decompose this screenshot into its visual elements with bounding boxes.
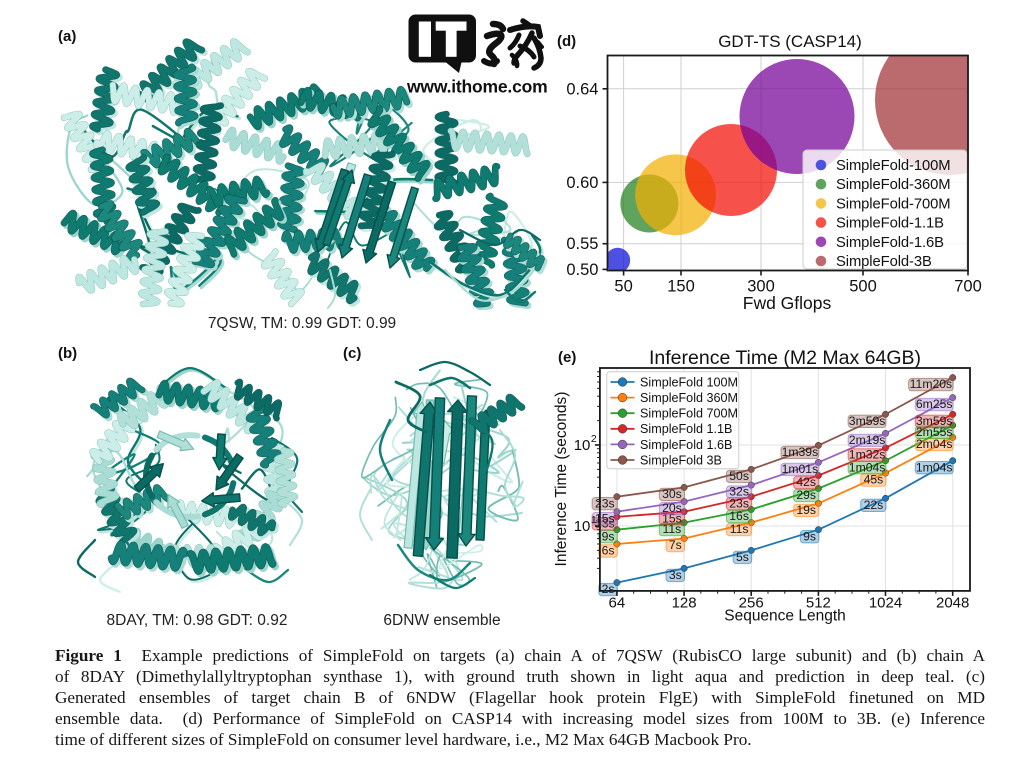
svg-text:GDT-TS (CASP14): GDT-TS (CASP14): [718, 32, 862, 51]
svg-text:29s: 29s: [796, 488, 816, 502]
svg-text:(d): (d): [557, 33, 576, 50]
svg-text:2m55s: 2m55s: [916, 425, 953, 439]
svg-text:9s: 9s: [602, 529, 615, 543]
svg-text:700: 700: [954, 278, 982, 296]
svg-text:256: 256: [739, 594, 764, 611]
svg-text:www.ithome.com: www.ithome.com: [406, 77, 547, 97]
svg-text:9s: 9s: [803, 529, 816, 543]
svg-text:SimpleFold-1.1B: SimpleFold-1.1B: [836, 216, 944, 232]
svg-text:SimpleFold 700M: SimpleFold 700M: [640, 407, 738, 421]
svg-text:1m04s: 1m04s: [916, 460, 953, 474]
svg-text:3m59s: 3m59s: [849, 414, 886, 428]
svg-text:SimpleFold-3B: SimpleFold-3B: [836, 254, 932, 270]
svg-text:8DAY, TM: 0.98 GDT: 0.92: 8DAY, TM: 0.98 GDT: 0.92: [107, 612, 288, 629]
svg-text:2048: 2048: [936, 594, 969, 611]
svg-text:0.60: 0.60: [566, 174, 598, 192]
svg-text:19s: 19s: [796, 503, 816, 517]
svg-text:SimpleFold 360M: SimpleFold 360M: [640, 391, 738, 405]
svg-text:SimpleFold-100M: SimpleFold-100M: [836, 158, 950, 174]
svg-text:SimpleFold 3B: SimpleFold 3B: [640, 453, 722, 467]
svg-text:128: 128: [672, 594, 697, 611]
svg-text:SimpleFold-1.6B: SimpleFold-1.6B: [836, 235, 944, 251]
svg-text:50s: 50s: [729, 469, 749, 483]
svg-text:7s: 7s: [669, 538, 682, 552]
svg-text:30s: 30s: [662, 487, 682, 501]
svg-text:42s: 42s: [796, 475, 816, 489]
svg-text:Sequence Length: Sequence Length: [724, 608, 846, 625]
svg-text:0.50: 0.50: [566, 261, 598, 279]
svg-text:10: 10: [574, 437, 591, 454]
svg-text:512: 512: [806, 594, 831, 611]
svg-text:SimpleFold-700M: SimpleFold-700M: [836, 196, 950, 212]
svg-text:SimpleFold 1.1B: SimpleFold 1.1B: [640, 422, 732, 436]
svg-text:2: 2: [591, 433, 597, 445]
svg-text:2m19s: 2m19s: [849, 433, 886, 447]
svg-text:11s: 11s: [663, 522, 682, 536]
svg-text:Inference Time (seconds): Inference Time (seconds): [553, 392, 570, 567]
svg-text:Fwd Gflops: Fwd Gflops: [743, 293, 832, 313]
svg-text:1: 1: [591, 514, 597, 526]
svg-text:11s: 11s: [730, 522, 749, 536]
svg-text:64: 64: [609, 594, 626, 611]
svg-text:2s: 2s: [602, 582, 615, 596]
svg-text:16s: 16s: [729, 509, 749, 523]
svg-text:32s: 32s: [729, 485, 749, 499]
svg-text:SimpleFold-360M: SimpleFold-360M: [836, 177, 950, 193]
svg-text:500: 500: [849, 278, 877, 296]
svg-text:6DNW ensemble: 6DNW ensemble: [383, 612, 500, 629]
svg-text:0.55: 0.55: [566, 235, 598, 253]
svg-text:0.64: 0.64: [566, 80, 598, 98]
svg-text:1024: 1024: [869, 594, 902, 611]
svg-text:1m04s: 1m04s: [849, 460, 886, 474]
svg-text:23s: 23s: [729, 496, 749, 510]
svg-text:Inference Time (M2 Max 64GB): Inference Time (M2 Max 64GB): [649, 347, 921, 369]
svg-text:11m20s: 11m20s: [910, 377, 952, 391]
svg-text:1m01s: 1m01s: [782, 462, 819, 476]
svg-text:SimpleFold 100M: SimpleFold 100M: [640, 375, 738, 389]
svg-text:(e): (e): [558, 349, 576, 366]
svg-text:3m59s: 3m59s: [916, 414, 953, 428]
svg-text:6s: 6s: [602, 544, 615, 558]
svg-text:50: 50: [614, 278, 632, 296]
svg-text:(a): (a): [58, 28, 76, 45]
svg-text:20s: 20s: [662, 501, 682, 515]
svg-text:1m39s: 1m39s: [782, 445, 819, 459]
svg-text:3s: 3s: [669, 568, 682, 582]
svg-text:(b): (b): [58, 345, 77, 362]
svg-text:23s: 23s: [595, 496, 615, 510]
svg-text:45s: 45s: [864, 473, 884, 487]
svg-text:15s: 15s: [595, 511, 615, 525]
svg-text:10: 10: [574, 518, 591, 535]
svg-text:2m04s: 2m04s: [916, 437, 953, 451]
svg-text:300: 300: [747, 278, 775, 296]
svg-text:6m25s: 6m25s: [916, 397, 953, 411]
svg-text:SimpleFold 1.6B: SimpleFold 1.6B: [640, 438, 732, 452]
svg-text:150: 150: [667, 278, 695, 296]
svg-text:22s: 22s: [864, 498, 884, 512]
svg-text:(c): (c): [343, 345, 361, 362]
svg-text:5s: 5s: [736, 550, 749, 564]
svg-text:1m32s: 1m32s: [849, 448, 886, 462]
svg-text:7QSW, TM: 0.99 GDT: 0.99: 7QSW, TM: 0.99 GDT: 0.99: [208, 315, 396, 332]
